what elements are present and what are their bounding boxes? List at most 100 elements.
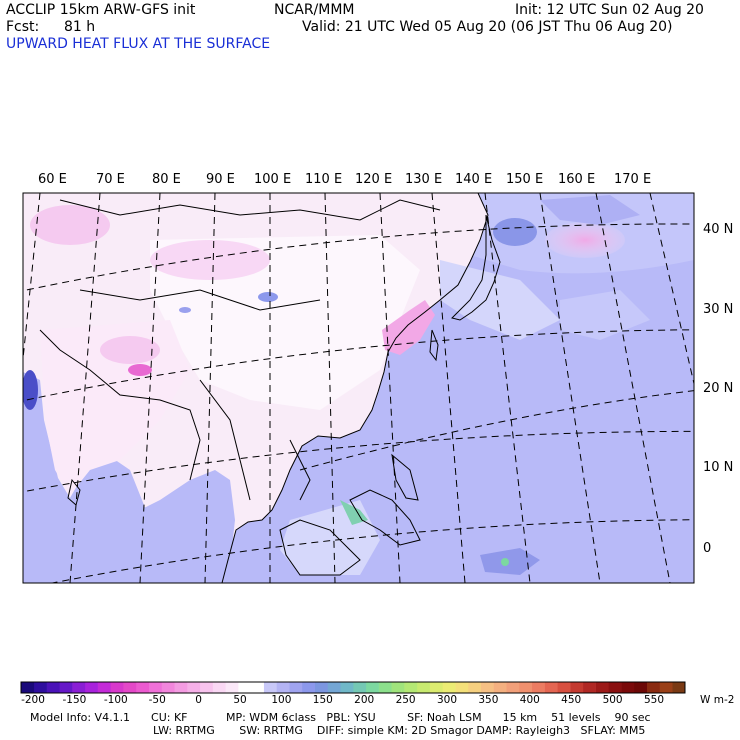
lon-label: 120 E [355, 172, 393, 187]
lat-label: 10 N [703, 460, 734, 475]
lat-label: 20 N [703, 381, 734, 396]
colorbar-swatch [84, 682, 98, 693]
colorbar-swatch [276, 682, 290, 693]
model-info-line-1: Model Info: V4.1.1 CU: KF MP: WDM 6class… [30, 711, 651, 724]
equatorial-cluster [480, 548, 540, 575]
colorbar-tick-label: 300 [436, 694, 458, 706]
colorbar-swatch [659, 682, 673, 693]
colorbar-swatch [46, 682, 60, 693]
colorbar-swatch [672, 682, 686, 693]
colorbar-unit: W m-2 [700, 694, 735, 706]
india-field [40, 320, 190, 495]
colorbar-tick-label: 250 [395, 694, 416, 706]
init-time: Init: 12 UTC Sun 02 Aug 20 [515, 2, 704, 18]
colorbar-tick-label: 100 [271, 694, 292, 706]
colorbar-swatch [59, 682, 73, 693]
map-frame [22, 192, 695, 584]
colorbar-swatch [187, 682, 201, 693]
lon-label: 160 E [558, 172, 596, 187]
colorbar-swatch [263, 682, 277, 693]
colorbar-swatch [646, 682, 660, 693]
colorbar-swatch [301, 682, 315, 693]
colorbar-swatch [365, 682, 379, 693]
colorbar-swatch [327, 682, 341, 693]
lon-label: 100 E [254, 172, 292, 187]
colorbar-swatch [404, 682, 418, 693]
colorbar-swatch [72, 682, 86, 693]
pacific-pink-patch [545, 222, 625, 258]
colorbar-swatch [633, 682, 647, 693]
colorbar-tick-label: -50 [148, 694, 166, 706]
colorbar-swatch [378, 682, 392, 693]
colorbar-tick-label: 50 [233, 694, 247, 706]
colorbar-swatch [135, 682, 149, 693]
model-title: ACCLIP 15km ARW-GFS init [6, 2, 196, 18]
colorbar-swatch [595, 682, 609, 693]
colorbar-swatch [123, 682, 137, 693]
colorbar-tick-label: -200 [21, 694, 45, 706]
colorbar-swatch [199, 682, 213, 693]
colorbar-tick-label: 500 [602, 694, 623, 706]
lat-label: 40 N [703, 222, 734, 237]
field-title: UPWARD HEAT FLUX AT THE SURFACE [6, 36, 271, 52]
colorbar-tick-label: 550 [643, 694, 665, 706]
lon-label: 70 E [96, 172, 125, 187]
colorbar-swatch [161, 682, 175, 693]
colorbar-swatch [608, 682, 622, 693]
colorbar-swatch [110, 682, 124, 693]
colorbar-tick-label: 150 [312, 694, 333, 706]
lon-label: 90 E [206, 172, 235, 187]
colorbar-swatch [519, 682, 533, 693]
lat-label: 0 [703, 541, 712, 556]
model-info-line-2: LW: RRTMG SW: RRTMG DIFF: simple KM: 2D … [153, 724, 646, 737]
colorbar-swatch [353, 682, 367, 693]
colorbar-tick-label: 400 [519, 694, 540, 706]
colorbar-swatch [391, 682, 405, 693]
organization-label: NCAR/MMM [274, 2, 355, 18]
colorbar-tick-label: 0 [195, 694, 202, 706]
lon-label: 110 E [305, 172, 343, 187]
colorbar-swatch [621, 682, 635, 693]
colorbar-tick-label: -100 [103, 694, 128, 706]
forecast-label: Fcst: [6, 19, 40, 35]
colorbar-swatch [480, 682, 494, 693]
lon-label: 130 E [405, 172, 443, 187]
colorbar-swatch [148, 682, 162, 693]
valid-time: Valid: 21 UTC Wed 05 Aug 20 (06 JST Thu … [302, 19, 673, 35]
colorbar-swatch [314, 682, 328, 693]
colorbar-swatch [340, 682, 354, 693]
colorbar-swatch [506, 682, 520, 693]
colorbar-frame [20, 681, 686, 694]
colorbar-swatch [21, 682, 35, 693]
colorbar-swatch [250, 682, 264, 693]
lat-label: 30 N [703, 302, 734, 317]
colorbar-swatch [544, 682, 558, 693]
colorbar-swatch [442, 682, 456, 693]
colorbar-swatch [493, 682, 507, 693]
colorbar-swatch [570, 682, 584, 693]
colorbar-swatch [97, 682, 111, 693]
korea-hotspot [382, 300, 435, 355]
colorbar-tick-label: 200 [354, 694, 375, 706]
colorbar-swatch [531, 682, 545, 693]
colorbar-swatch [33, 682, 47, 693]
colorbar-swatch [429, 682, 443, 693]
colorbar [20, 681, 686, 694]
colorbar-swatch [416, 682, 430, 693]
colorbar-tick-label: 350 [478, 694, 499, 706]
colorbar-swatch [238, 682, 252, 693]
colorbar-swatch [557, 682, 571, 693]
colorbar-swatch [467, 682, 481, 693]
colorbar-swatch [289, 682, 303, 693]
colorbar-tick-label: -150 [62, 694, 87, 706]
colorbar-tick-label: 450 [561, 694, 582, 706]
colorbar-swatch [174, 682, 188, 693]
colorbar-swatch [455, 682, 469, 693]
hokkaido-blue-patch [493, 218, 537, 246]
coastlines [39, 193, 501, 583]
graticule [23, 193, 694, 583]
colorbar-swatch [212, 682, 226, 693]
lon-label: 80 E [152, 172, 181, 187]
indian-ocean-field [23, 450, 235, 583]
